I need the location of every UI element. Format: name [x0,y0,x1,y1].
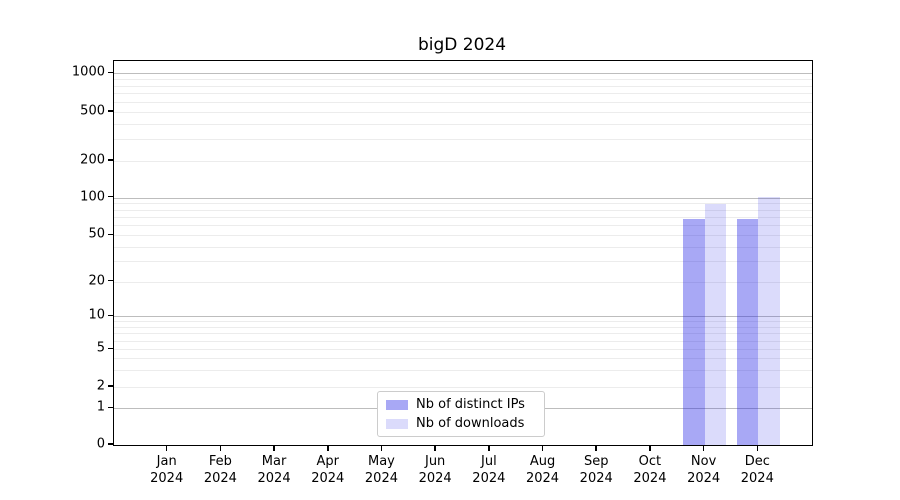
x-tick-mark [273,445,275,451]
legend-swatch-downloads [386,418,408,429]
x-tick-mark [541,445,544,451]
y-tick-label: 1000 [71,64,105,80]
bar-nb-of-distinct-ips-nov [683,218,705,445]
x-tick-mark [756,445,759,451]
y-tick-label: 500 [80,103,105,119]
x-tick-mark [488,445,490,451]
y-tick-mark [108,195,113,198]
y-tick-mark [108,385,113,387]
x-tick-label-feb: Feb 2024 [203,454,237,486]
x-tick-label-jul: Jul 2024 [472,454,506,486]
y-tick-mark [108,233,113,236]
x-tick-label-dec: Dec 2024 [740,454,774,486]
y-tick-mark [108,314,113,317]
x-tick-mark [165,445,168,451]
x-tick-label-aug: Aug 2024 [525,454,560,486]
major-gridline [114,316,812,318]
x-tick-mark [327,445,329,451]
bar-nb-of-distinct-ips-dec [736,218,759,445]
minor-gridline [114,281,812,283]
y-tick-label: 100 [80,189,105,205]
y-tick-mark [108,347,113,350]
minor-gridline [114,123,812,125]
minor-gridline [114,246,812,248]
minor-gridline [114,79,812,81]
y-tick-mark [108,443,113,445]
minor-gridline [114,349,812,351]
x-tick-label-nov: Nov 2024 [687,454,721,486]
y-tick-label: 0 [96,436,105,452]
minor-gridline [114,93,812,95]
y-tick-label: 2 [96,378,105,394]
y-tick-label: 20 [88,273,105,289]
bar-nb-of-downloads-nov [704,204,727,445]
minor-gridline [114,160,812,162]
x-tick-mark [219,445,222,451]
minor-gridline [114,370,812,372]
legend-item-distinct-ips: Nb of distinct IPs [386,397,544,412]
y-tick-mark [108,159,113,161]
x-tick-label-sep: Sep 2024 [579,454,613,486]
y-tick-mark [108,71,113,74]
y-tick-label: 10 [88,307,105,323]
major-gridline [114,197,812,199]
x-tick-label-may: May 2024 [364,454,398,486]
y-tick-mark [108,406,113,409]
y-tick-label: 5 [96,340,105,356]
y-tick-label: 50 [88,226,105,242]
x-tick-label-oct: Oct 2024 [633,454,667,486]
bar-nb-of-downloads-dec [758,197,780,445]
minor-gridline [114,101,812,103]
y-tick-label: 1 [96,399,105,415]
minor-gridline [114,321,812,323]
minor-gridline [114,225,812,227]
minor-gridline [114,217,812,219]
chart-title: bigD 2024 [417,35,507,55]
legend-swatch-distinct-ips [386,399,408,410]
minor-gridline [114,358,812,360]
minor-gridline [114,333,812,335]
legend: Nb of distinct IPs Nb of downloads [377,391,545,437]
minor-gridline [114,340,812,342]
x-tick-mark [649,445,651,451]
x-tick-mark [434,445,436,451]
y-tick-mark [108,110,113,112]
x-tick-mark [595,445,597,451]
minor-gridline [114,111,812,113]
plot-area: Nb of distinct IPs Nb of downloads [113,60,813,446]
legend-label-downloads: Nb of downloads [416,416,525,431]
major-gridline [114,73,812,75]
minor-gridline [114,235,812,237]
minor-gridline [114,209,812,211]
legend-label-distinct-ips: Nb of distinct IPs [416,397,525,412]
x-tick-label-jan: Jan 2024 [150,454,184,486]
minor-gridline [114,387,812,389]
x-tick-label-apr: Apr 2024 [311,454,345,486]
minor-gridline [114,139,812,141]
minor-gridline [114,261,812,263]
minor-gridline [114,326,812,328]
x-tick-mark [380,445,383,451]
minor-gridline [114,85,812,87]
y-tick-label: 200 [80,152,105,168]
x-tick-mark [702,445,705,451]
x-tick-label-mar: Mar 2024 [257,454,291,486]
y-tick-mark [108,279,113,282]
x-tick-label-jun: Jun 2024 [418,454,452,486]
legend-item-downloads: Nb of downloads [386,416,544,431]
minor-gridline [114,203,812,205]
